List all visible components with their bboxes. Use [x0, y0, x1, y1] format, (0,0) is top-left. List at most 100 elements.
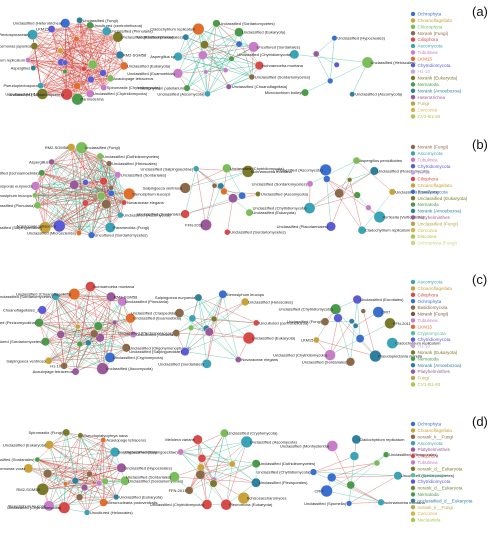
otu-node [125, 313, 136, 324]
edge [198, 28, 254, 48]
edge [49, 444, 65, 508]
edge [42, 54, 121, 95]
edge [42, 482, 100, 490]
otu-node [351, 434, 361, 445]
otu-node [75, 141, 88, 154]
otu-node [218, 290, 228, 299]
legend-swatch [410, 292, 416, 297]
edge [228, 65, 260, 87]
edge [85, 156, 101, 183]
edge [88, 322, 115, 343]
edge [74, 294, 103, 369]
edge [48, 357, 111, 362]
otu-node [112, 319, 118, 326]
legend-swatch [410, 183, 416, 188]
legend-swatch [410, 356, 416, 361]
otu-node [36, 483, 49, 496]
edge [39, 322, 95, 335]
edge [108, 191, 111, 228]
edge [63, 326, 79, 366]
otu-node [251, 477, 261, 488]
edge [33, 46, 35, 69]
legend-label: Platyhelminthes [418, 369, 451, 374]
legend-swatch [410, 441, 416, 446]
legend-swatch [410, 75, 416, 81]
otu-node [75, 323, 81, 330]
node-label: Unclassified (Ascomycota) [157, 91, 205, 96]
node-label: Unclassified (Eukaryota) [242, 30, 286, 35]
otu-node [96, 480, 103, 487]
edge [201, 441, 247, 459]
otu-node [204, 327, 214, 337]
edge [204, 44, 232, 59]
edge [37, 459, 80, 498]
legend-swatch [410, 363, 416, 368]
otu-node [183, 84, 191, 92]
otu-node [121, 199, 127, 206]
edge [51, 156, 101, 163]
edge [348, 475, 399, 504]
network-4-2: Unclassified (Cryptomycota) Unclassified … [125, 428, 316, 511]
node-label: Unclassified (Microsclerida) [27, 231, 77, 236]
edge [178, 56, 226, 71]
node-label: Pseudoplectania nigrella [378, 354, 422, 359]
otu-node [310, 468, 317, 476]
edge [326, 490, 382, 503]
edge [42, 85, 78, 95]
node-label: Stenosiphum leucops [8, 503, 46, 508]
node-label: Unclassified (Pezizomycotina) [0, 320, 37, 325]
edge [51, 29, 62, 63]
edge [65, 23, 111, 79]
legend-swatch [410, 240, 416, 246]
legend-label: Fungi [418, 101, 430, 106]
nodes [25, 17, 129, 106]
edge [41, 156, 101, 174]
network-1-2: Unclassified (Sordariomycetes) Unclassifi… [127, 19, 311, 97]
otu-node [47, 25, 56, 33]
otu-node [313, 50, 320, 58]
edge [184, 351, 239, 360]
legend-label: Ciliophora [418, 292, 439, 297]
node-label: Cladochytrium replicatum [150, 27, 196, 32]
node-label: Novaraceae elegans [127, 200, 164, 205]
edge [205, 43, 240, 73]
edge [60, 334, 65, 366]
node-label: Saklosporas euryoecia [0, 183, 33, 188]
edge [74, 293, 115, 323]
legend-swatch [410, 286, 416, 291]
edge [34, 195, 86, 204]
edge [76, 36, 118, 40]
edge [348, 456, 355, 504]
edge [227, 198, 234, 233]
edge [49, 444, 122, 469]
network-2-2: Unclassified (Chytridiomycota)Ischnamoeb… [137, 163, 309, 236]
legend-swatch [410, 176, 416, 182]
edge [117, 174, 125, 203]
otu-node [228, 55, 235, 62]
otu-node [217, 182, 225, 190]
node-label: Unclassified (Sordariales) [0, 457, 35, 462]
edge [189, 441, 247, 491]
otu-node [114, 171, 122, 179]
edge [51, 161, 80, 234]
edge [80, 435, 117, 498]
otu-node [253, 319, 260, 327]
legend-label: H1-10 [418, 69, 431, 74]
panel-2: Unclassified (Fungi) Unclassified (Dothid… [0, 137, 488, 246]
edge [326, 178, 363, 231]
legend-label: Tubulinea [418, 157, 438, 162]
edge [34, 195, 102, 197]
otu-node [241, 297, 250, 306]
edge [189, 458, 203, 491]
node-label: Unclassified (Chytridiomycota) [93, 91, 148, 96]
otu-node [123, 187, 136, 200]
edge [361, 191, 393, 231]
edge [35, 185, 107, 205]
edge [180, 432, 225, 453]
edge [51, 161, 86, 204]
otu-node [76, 493, 84, 501]
otu-node [346, 500, 353, 507]
otu-node [68, 288, 81, 300]
edge [60, 322, 115, 335]
